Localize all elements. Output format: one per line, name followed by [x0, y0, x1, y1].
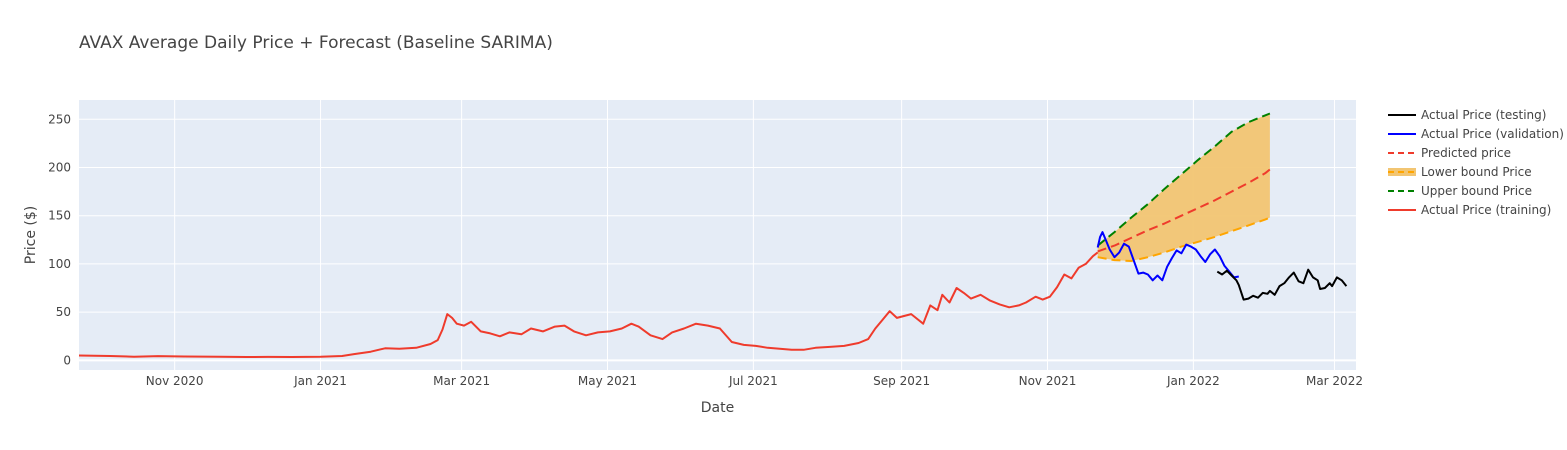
y-tick-label: 100: [48, 257, 71, 271]
x-tick-label: Mar 2021: [433, 374, 490, 388]
axis-ticks: 0 50 100 150 200 250 Nov 2020 Jan 2021 Mar 2021 M…: [48, 112, 1363, 388]
legend-label: Actual Price (testing): [1421, 108, 1546, 122]
y-tick-label: 200: [48, 161, 71, 175]
legend-label: Lower bound Price: [1421, 165, 1532, 179]
legend-item[interactable]: Predicted price: [1388, 146, 1511, 160]
series-line-upper-bound-price: [1097, 112, 1271, 247]
x-tick-label: May 2021: [578, 374, 637, 388]
chart-title: AVAX Average Daily Price + Forecast (Bas…: [79, 33, 553, 53]
x-tick-label: Jan 2022: [1166, 374, 1220, 388]
x-tick-label: Mar 2022: [1306, 374, 1363, 388]
x-tick-label: Jan 2021: [293, 374, 347, 388]
legend-item[interactable]: Actual Price (testing): [1388, 108, 1546, 122]
legend-label: Upper bound Price: [1421, 184, 1532, 198]
series-line-actual-price-training: [78, 251, 1099, 358]
legend-label: Actual Price (training): [1421, 203, 1551, 217]
series-line-lower-bound-price: [1097, 216, 1271, 262]
series-line-actual-price-testing: [1216, 268, 1348, 301]
x-axis-title: Date: [701, 400, 734, 416]
y-tick-label: 250: [48, 112, 71, 126]
x-tick-label: Jul 2021: [728, 374, 778, 388]
x-tick-label: Nov 2020: [146, 374, 204, 388]
series-layer: [78, 112, 1348, 358]
x-tick-label: Sep 2021: [873, 374, 930, 388]
y-tick-label: 0: [63, 353, 71, 367]
y-tick-label: 50: [56, 305, 71, 319]
forecast-band: [1097, 113, 1270, 261]
legend-item[interactable]: Actual Price (training): [1388, 203, 1551, 217]
y-axis-title: Price ($): [23, 206, 39, 264]
legend[interactable]: Actual Price (testing) Actual Price (vali…: [1388, 108, 1564, 217]
legend-item[interactable]: Upper bound Price: [1388, 184, 1532, 198]
x-tick-label: Nov 2021: [1019, 374, 1077, 388]
legend-label: Actual Price (validation): [1421, 127, 1564, 141]
legend-item[interactable]: Lower bound Price: [1388, 165, 1532, 179]
legend-label: Predicted price: [1421, 146, 1511, 160]
legend-item[interactable]: Actual Price (validation): [1388, 127, 1564, 141]
y-tick-label: 150: [48, 209, 71, 223]
series-line-predicted-price: [1097, 168, 1271, 253]
series-line-actual-price-validation: [1096, 231, 1239, 282]
